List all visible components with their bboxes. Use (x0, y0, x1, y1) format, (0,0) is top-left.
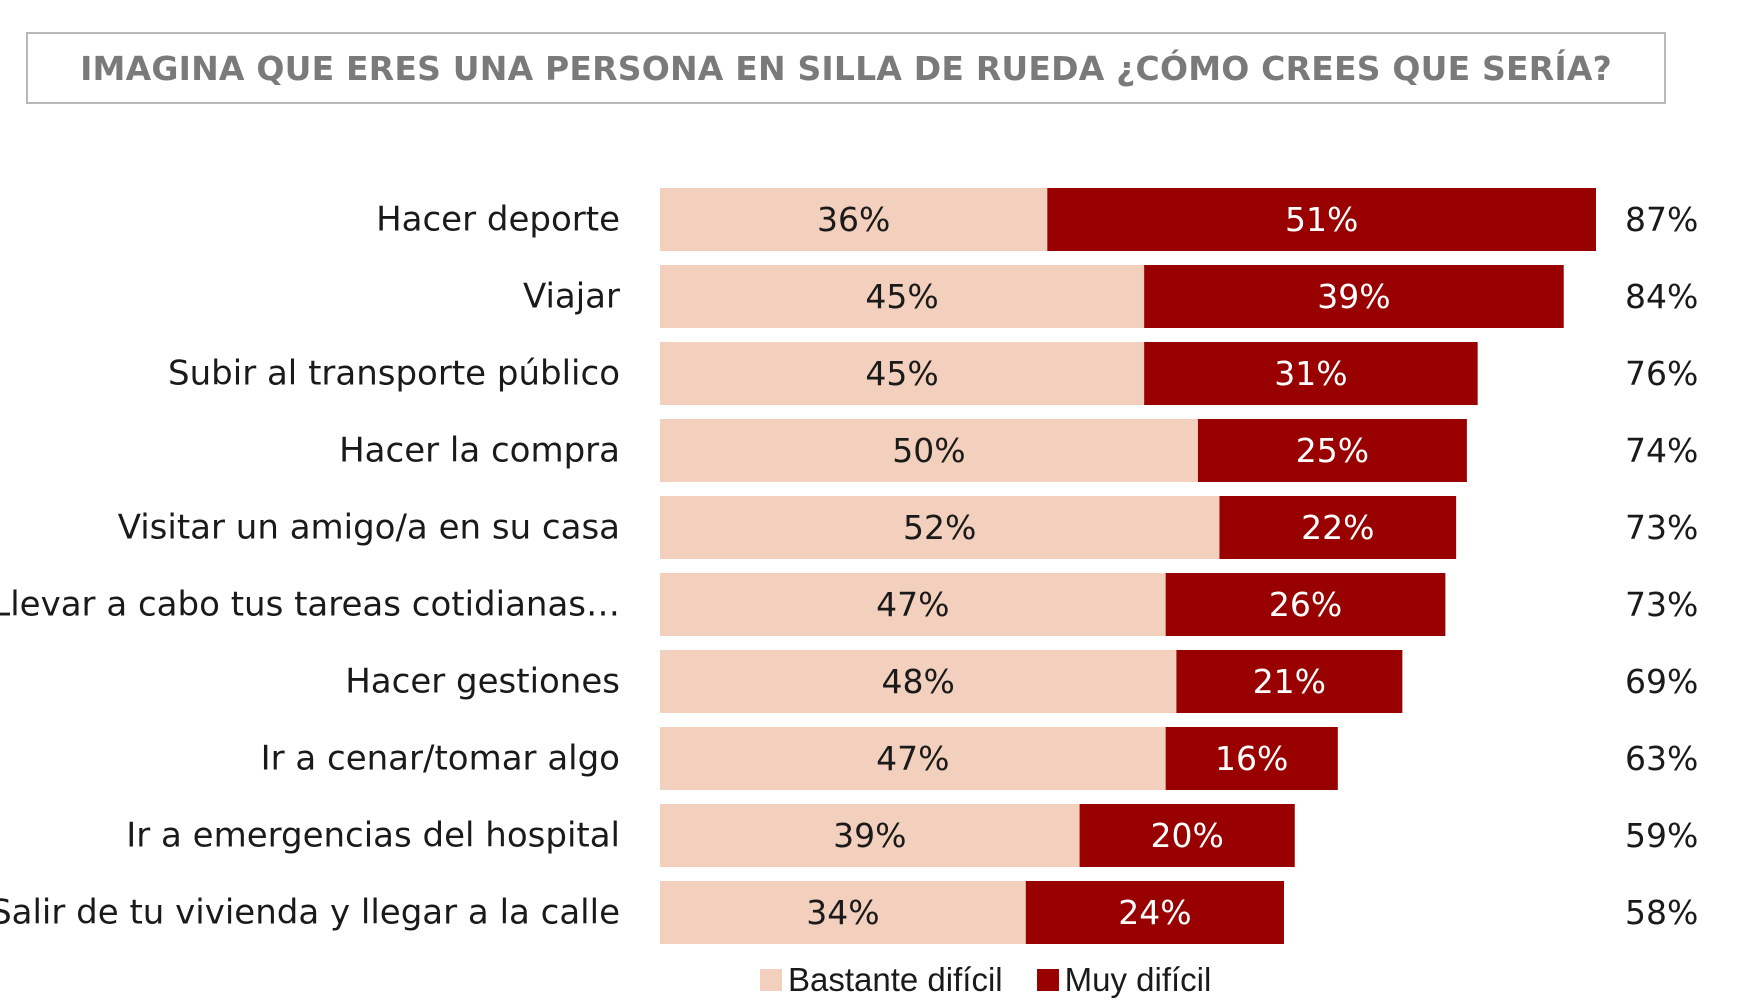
total-label: 59% (1625, 816, 1698, 855)
category-label: Ir a cenar/tomar algo (261, 739, 620, 779)
bar-segment-bastante (660, 804, 1080, 867)
total-label: 87% (1625, 200, 1698, 239)
category-label: Hacer la compra (339, 431, 620, 471)
bar-segment-muy (1176, 650, 1403, 713)
data-label-muy: 26% (1269, 585, 1342, 624)
bar-segment-bastante (660, 419, 1198, 482)
bar-segment-bastante (660, 881, 1026, 944)
data-label-muy: 25% (1296, 431, 1369, 470)
bar-segment-muy (1219, 496, 1457, 559)
data-label-muy: 21% (1253, 662, 1326, 701)
total-label: 63% (1625, 739, 1698, 778)
category-label: Visitar un amigo/a en su casa (118, 508, 620, 548)
bar-segment-muy (1025, 881, 1284, 944)
legend-label-bastante: Bastante difícil (788, 961, 1003, 998)
bar-segment-muy (1197, 419, 1467, 482)
legend-item-muy: Muy difícil (1036, 961, 1212, 999)
category-label: Hacer deporte (376, 200, 620, 240)
data-label-bastante: 39% (833, 816, 906, 855)
data-label-bastante: 45% (865, 354, 938, 393)
data-label-muy: 39% (1317, 277, 1390, 316)
data-label-bastante: 47% (876, 739, 949, 778)
total-label: 58% (1625, 893, 1698, 932)
data-label-muy: 31% (1274, 354, 1347, 393)
total-label: 84% (1625, 277, 1698, 316)
legend-swatch-muy (1036, 969, 1059, 991)
data-label-bastante: 36% (817, 200, 890, 239)
chart-title: IMAGINA QUE ERES UNA PERSONA EN SILLA DE… (80, 48, 1612, 88)
bar-segment-bastante (660, 265, 1145, 328)
bar-segment-bastante (660, 650, 1177, 713)
total-label: 73% (1625, 508, 1698, 547)
category-label: Viajar (523, 277, 620, 317)
data-label-bastante: 48% (882, 662, 955, 701)
bar-segment-muy (1144, 265, 1564, 328)
bar-segment-bastante (660, 188, 1048, 251)
total-label: 74% (1625, 431, 1698, 470)
total-label: 73% (1625, 585, 1698, 624)
category-label: Subir al transporte público (168, 354, 620, 394)
data-label-muy: 22% (1301, 508, 1374, 547)
data-label-muy: 51% (1285, 200, 1358, 239)
data-label-bastante: 52% (903, 508, 976, 547)
chart-title-box: IMAGINA QUE ERES UNA PERSONA EN SILLA DE… (26, 32, 1666, 104)
data-label-bastante: 50% (892, 431, 965, 470)
bar-segment-bastante (660, 727, 1166, 790)
bar-segment-muy (1144, 342, 1478, 405)
total-label: 76% (1625, 354, 1698, 393)
data-label-muy: 24% (1118, 893, 1191, 932)
data-label-bastante: 34% (806, 893, 879, 932)
data-label-muy: 20% (1150, 816, 1223, 855)
category-label: Llevar a cabo tus tareas cotidianas… (0, 585, 620, 625)
bar-segment-bastante (660, 573, 1166, 636)
category-label: Ir a emergencias del hospital (126, 816, 620, 856)
data-label-muy: 16% (1215, 739, 1288, 778)
category-label: Hacer gestiones (345, 662, 620, 702)
data-label-bastante: 45% (865, 277, 938, 316)
data-label-bastante: 47% (876, 585, 949, 624)
bar-segment-bastante (660, 342, 1145, 405)
bar-segment-muy (1165, 573, 1446, 636)
bar-segment-muy (1165, 727, 1338, 790)
legend-label-muy: Muy difícil (1064, 961, 1212, 998)
bar-segment-muy (1047, 188, 1596, 251)
total-label: 69% (1625, 662, 1698, 701)
legend: Bastante difícil Muy difícil (760, 960, 1211, 1000)
bar-segment-muy (1079, 804, 1295, 867)
category-label: Salir de tu vivienda y llegar a la calle (0, 893, 620, 933)
legend-item-bastante: Bastante difícil (760, 961, 1003, 999)
bar-segment-bastante (660, 496, 1220, 559)
legend-swatch-bastante (760, 969, 782, 991)
